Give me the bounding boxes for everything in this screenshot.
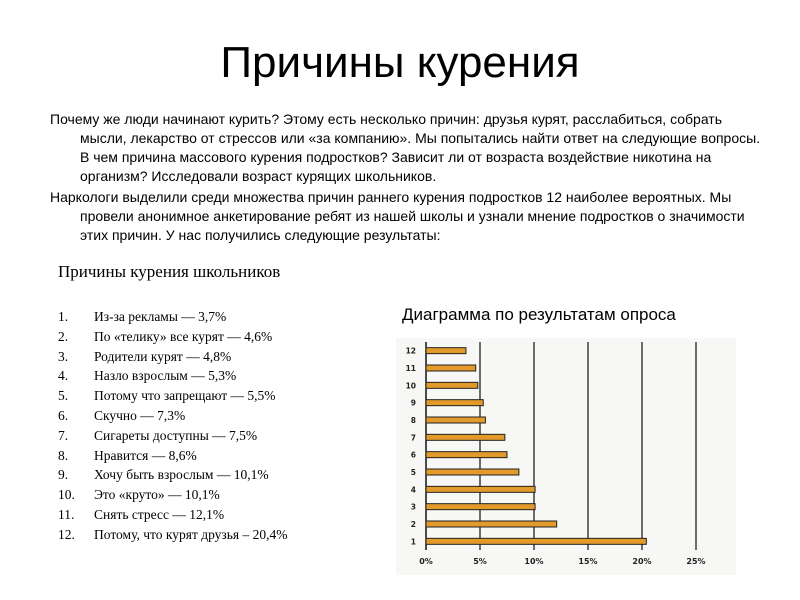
list-item: 4. Назло взрослым — 5,3% [58,366,287,386]
list-item-text: Скучно — 7,3% [94,407,186,423]
intro-paragraph: Почему же люди начинают курить? Этому ес… [50,111,761,184]
bar [425,520,558,528]
bar [425,416,486,424]
y-tick-label: 11 [406,364,416,373]
reasons-list: 1. Из-за рекламы — 3,7% 2. По «телику» все… [58,307,287,545]
list-item: 7. Сигареты доступны — 7,5% [58,426,287,446]
list-item-number: 1. [58,309,69,324]
y-tick-label: 7 [411,433,416,442]
list-item: 11. Снять стресс — 12,1% [58,505,287,525]
list-item-text: Из-за рекламы — 3,7% [94,309,227,324]
list-item-number: 3. [58,348,69,364]
list-item: 8. Нравится — 8,6% [58,446,287,466]
list-item: 10. Это «круто» — 10,1% [58,485,287,505]
bar [425,364,477,372]
list-item-number: 6. [58,407,69,423]
y-tick-label: 1 [411,537,416,546]
list-item: 6. Скучно — 7,3% [58,406,287,426]
bar [425,468,520,476]
bar [425,537,647,545]
x-tick-label: 15% [578,557,597,566]
list-item: 1. Из-за рекламы — 3,7% [58,307,287,327]
x-tick-label: 10% [524,557,543,566]
list-item: 3. Родители курят — 4,8% [58,347,287,367]
bar [425,433,506,441]
list-item-text: Снять стресс — 12,1% [94,506,225,522]
y-tick-label: 6 [411,451,416,460]
bar [425,399,484,407]
list-item-text: Это «круто» — 10,1% [94,487,220,503]
list-item-number: 4. [58,368,69,384]
y-tick-label: 10 [406,381,416,390]
bar [425,451,508,459]
x-tick-label: 20% [632,557,651,566]
list-item-text: По «телику» все курят — 4,6% [94,328,273,344]
list-item-number: 11. [58,506,75,522]
list-title: Причины курения школьников [58,262,281,281]
slide-title: Причины курения [220,38,580,87]
list-item-text: Сигареты доступны — 7,5% [94,427,258,443]
list-item: 12. Потому, что курят друзья – 20,4% [58,525,287,545]
list-item-number: 10. [58,487,75,503]
bar [425,485,536,493]
bar [425,503,536,511]
y-tick-label: 4 [411,485,416,494]
list-item-number: 9. [58,467,69,483]
list-item: 2. По «телику» все курят — 4,6% [58,327,287,347]
list-item-number: 12. [58,526,75,542]
list-item-number: 5. [58,388,69,404]
list-item: 5. Потому что запрещают — 5,5% [58,386,287,406]
x-tick-label: 5% [473,557,487,566]
chart-title: Диаграмма по результатам опроса [402,305,676,324]
x-tick-label: 25% [686,557,705,566]
list-item-text: Потому что запрещают — 5,5% [94,388,276,404]
list-item-number: 7. [58,427,69,443]
y-tick-label: 2 [411,520,416,529]
y-tick-label: 3 [411,503,416,512]
x-tick-label: 0% [419,557,433,566]
list-item-text: Хочу быть взрослым — 10,1% [94,467,269,483]
list-item-text: Родители курят — 4,8% [94,348,232,364]
list-item-text: Потому, что курят друзья – 20,4% [94,526,288,542]
list-item-number: 2. [58,328,69,344]
y-tick-label: 9 [411,399,416,408]
list-item-number: 8. [58,447,69,463]
list-item: 9. Хочу быть взрослым — 10,1% [58,465,287,485]
bar-chart: 0% 5% 10% 15% 20% 25% 1 2 3 4 5 6 7 8 9 10 11 12 [396,338,736,575]
list-item-text: Назло взрослым — 5,3% [94,368,237,384]
bar [425,347,467,355]
y-tick-label: 8 [411,416,416,425]
list-item-text: Нравится — 8,6% [94,447,197,463]
method-paragraph: Наркологи выделили среди множества причи… [50,189,745,243]
bar [425,381,479,389]
y-tick-label: 5 [411,468,416,477]
y-tick-label: 12 [406,347,416,356]
